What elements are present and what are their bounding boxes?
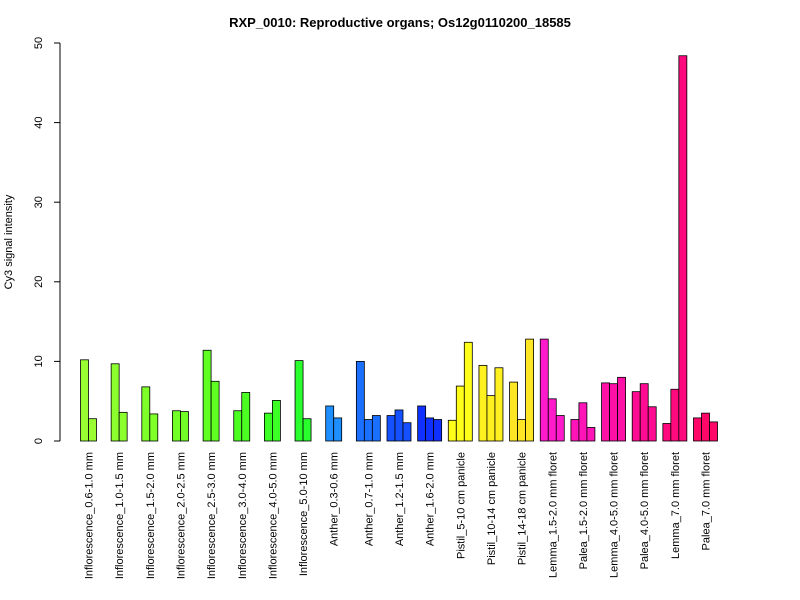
bar	[149, 413, 159, 442]
bar	[547, 398, 557, 442]
bar	[118, 411, 128, 442]
bar	[210, 380, 220, 442]
x-tick-label: Anther_0.7-1.0 mm	[363, 452, 375, 546]
bar	[80, 359, 89, 442]
bar	[417, 405, 427, 442]
x-tick-label: Pistil_5-10 cm panicle	[455, 452, 467, 559]
x-tick-label: Lemma_7.0 mm floret	[670, 452, 682, 559]
bar	[110, 363, 120, 442]
x-tick-label: Inflorescence_4.0-5.0 mm	[267, 452, 279, 579]
bar	[639, 383, 649, 442]
y-tick-label: 40	[33, 116, 45, 128]
bar	[394, 409, 404, 442]
bar	[402, 422, 412, 442]
bar	[294, 360, 304, 442]
bar	[463, 341, 473, 442]
y-tick-label: 20	[33, 276, 45, 288]
x-tick-label: Anther_1.6-2.0 mm	[425, 452, 437, 546]
bar	[141, 386, 151, 442]
bars	[80, 55, 718, 442]
x-tick-label: Pistil_10-14 cm panicle	[486, 452, 498, 565]
x-tick-label: Palea_4.0-5.0 mm floret	[639, 452, 651, 569]
bar	[202, 349, 212, 442]
x-tick-label: Pistil_14-18 cm panicle	[517, 452, 529, 565]
y-tick-label: 30	[33, 196, 45, 208]
bar	[517, 419, 526, 442]
x-tick-label: Inflorescence_1.5-2.0 mm	[145, 452, 157, 579]
x-tick-label: Anther_0.3-0.6 mm	[329, 452, 341, 546]
bar	[693, 417, 702, 442]
x-tick-label: Inflorescence_2.0-2.5 mm	[175, 452, 187, 579]
x-tick-label: Inflorescence_1.0-1.5 mm	[114, 452, 126, 579]
bar	[263, 412, 273, 442]
bar	[709, 421, 718, 442]
bar	[180, 411, 189, 442]
chart-title: RXP_0010: Reproductive organs; Os12g0110…	[229, 15, 571, 30]
x-tick-label: Inflorescence_3.0-4.0 mm	[237, 452, 249, 579]
y-axis-label: Cy3 signal intensity	[3, 194, 15, 289]
x-tick-label: Lemma_4.0-5.0 mm floret	[609, 452, 621, 578]
bar	[617, 376, 626, 442]
bar	[455, 385, 465, 442]
y-tick-label: 10	[33, 355, 45, 367]
bar	[678, 55, 688, 442]
bar	[241, 392, 251, 442]
bar	[302, 418, 312, 442]
bar	[586, 427, 596, 442]
bar	[478, 364, 488, 442]
bar	[325, 405, 335, 442]
bar	[647, 406, 657, 442]
bar	[386, 415, 396, 442]
bar	[701, 412, 710, 442]
bar	[539, 338, 549, 442]
y-tick-label: 0	[33, 438, 45, 444]
bar	[233, 410, 243, 442]
bar	[333, 417, 343, 442]
bar	[486, 395, 496, 442]
bar	[578, 402, 588, 442]
bar	[494, 367, 504, 442]
x-tick-label: Inflorescence_2.5-3.0 mm	[206, 452, 218, 579]
x-tick-label: Inflorescence_5.0-10 mm	[298, 452, 310, 576]
bar	[271, 400, 281, 442]
bar	[601, 382, 610, 442]
x-axis-labels: Inflorescence_0.6-1.0 mm Inflorescence_1.…	[84, 452, 713, 579]
bar	[355, 360, 365, 442]
bar	[509, 381, 519, 442]
bar	[371, 415, 381, 442]
bar	[172, 410, 181, 442]
bar	[662, 423, 672, 442]
bar	[631, 391, 641, 442]
bar	[88, 418, 97, 442]
x-tick-label: Inflorescence_0.6-1.0 mm	[84, 452, 96, 579]
bar	[447, 419, 457, 442]
x-tick-label: Lemma_1.5-2.0 mm floret	[547, 452, 559, 578]
y-tick-label: 50	[33, 37, 45, 49]
bar	[609, 383, 618, 442]
y-axis: 0 10 20 30 40 50	[33, 37, 61, 444]
bar	[555, 415, 565, 442]
x-tick-label: Palea_7.0 mm floret	[701, 452, 713, 550]
x-tick-label: Anther_1.2-1.5 mm	[394, 452, 406, 546]
bar	[425, 417, 435, 442]
bar	[670, 388, 680, 442]
bar	[363, 419, 373, 442]
bar	[570, 419, 580, 442]
bar	[525, 338, 534, 442]
x-tick-label: Palea_1.5-2.0 mm floret	[578, 452, 590, 569]
bar	[433, 419, 443, 442]
